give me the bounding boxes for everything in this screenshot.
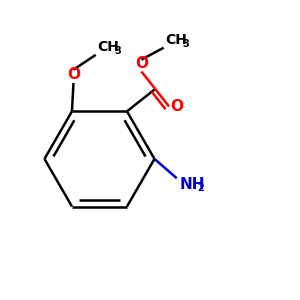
Text: 3: 3: [182, 39, 189, 49]
Text: O: O: [170, 99, 183, 114]
Text: NH: NH: [179, 177, 205, 192]
Text: O: O: [67, 67, 80, 82]
Text: 3: 3: [115, 46, 121, 56]
Text: 2: 2: [197, 183, 204, 193]
Text: O: O: [135, 56, 148, 71]
Text: CH: CH: [97, 40, 119, 54]
Text: CH: CH: [165, 33, 187, 47]
